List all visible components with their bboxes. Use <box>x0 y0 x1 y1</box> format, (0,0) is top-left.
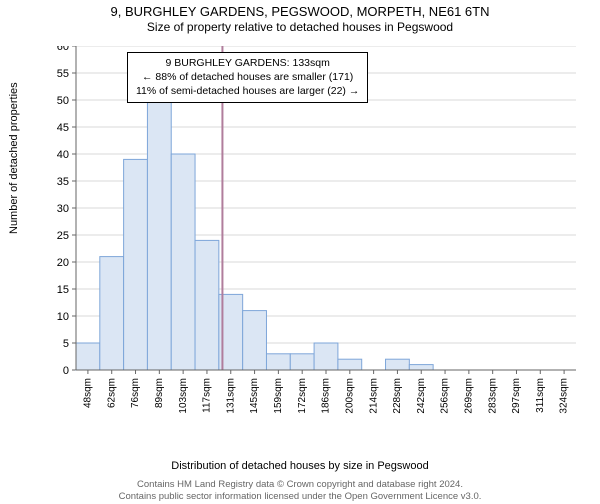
svg-text:20: 20 <box>57 257 69 269</box>
svg-text:76sqm: 76sqm <box>130 378 141 408</box>
info-box: 9 BURGHLEY GARDENS: 133sqm ← 88% of deta… <box>127 52 368 103</box>
footer-line1: Contains HM Land Registry data © Crown c… <box>0 479 600 490</box>
svg-text:60: 60 <box>57 46 69 53</box>
svg-text:311sqm: 311sqm <box>535 378 546 413</box>
svg-text:10: 10 <box>57 311 69 323</box>
chart-wrapper: 0 5 10 15 20 25 30 35 40 45 50 55 60 48sqm 62sqm 76sqm 8… <box>50 46 580 426</box>
page-title: 9, BURGHLEY GARDENS, PEGSWOOD, MORPETH, … <box>0 4 600 19</box>
info-box-line2: ← 88% of detached houses are smaller (17… <box>136 70 359 84</box>
svg-text:25: 25 <box>57 230 69 242</box>
info-box-line1: 9 BURGHLEY GARDENS: 133sqm <box>136 56 359 70</box>
y-axis-label: Number of detached properties <box>8 82 20 234</box>
svg-text:283sqm: 283sqm <box>487 378 498 414</box>
svg-text:172sqm: 172sqm <box>297 378 308 414</box>
svg-text:256sqm: 256sqm <box>440 378 451 414</box>
svg-text:15: 15 <box>57 284 69 296</box>
svg-text:48sqm: 48sqm <box>83 378 94 408</box>
svg-text:269sqm: 269sqm <box>463 378 474 414</box>
svg-text:159sqm: 159sqm <box>273 378 284 414</box>
page-subtitle: Size of property relative to detached ho… <box>0 20 600 34</box>
svg-text:228sqm: 228sqm <box>392 378 403 414</box>
svg-text:62sqm: 62sqm <box>106 378 117 408</box>
svg-text:103sqm: 103sqm <box>178 378 189 414</box>
svg-text:89sqm: 89sqm <box>154 378 165 408</box>
histogram-chart: 0 5 10 15 20 25 30 35 40 45 50 55 60 48sqm 62sqm 76sqm 8… <box>50 46 580 426</box>
svg-text:5: 5 <box>63 338 69 350</box>
footer-attribution: Contains HM Land Registry data © Crown c… <box>0 479 600 502</box>
svg-text:117sqm: 117sqm <box>202 378 213 413</box>
svg-text:324sqm: 324sqm <box>559 378 570 414</box>
svg-text:200sqm: 200sqm <box>344 378 355 414</box>
svg-text:0: 0 <box>63 365 69 377</box>
svg-text:45: 45 <box>57 122 69 134</box>
x-axis-label: Distribution of detached houses by size … <box>0 460 600 472</box>
svg-text:145sqm: 145sqm <box>249 378 260 414</box>
svg-text:131sqm: 131sqm <box>225 378 236 414</box>
svg-text:214sqm: 214sqm <box>368 378 379 414</box>
svg-text:55: 55 <box>57 68 69 80</box>
svg-text:186sqm: 186sqm <box>321 378 332 414</box>
svg-text:35: 35 <box>57 176 69 188</box>
svg-text:50: 50 <box>57 95 69 107</box>
svg-text:297sqm: 297sqm <box>511 378 522 414</box>
svg-text:40: 40 <box>57 149 69 161</box>
footer-line2: Contains public sector information licen… <box>0 491 600 502</box>
info-box-line3: 11% of semi-detached houses are larger (… <box>136 84 359 98</box>
svg-text:30: 30 <box>57 203 69 215</box>
svg-text:242sqm: 242sqm <box>416 378 427 414</box>
